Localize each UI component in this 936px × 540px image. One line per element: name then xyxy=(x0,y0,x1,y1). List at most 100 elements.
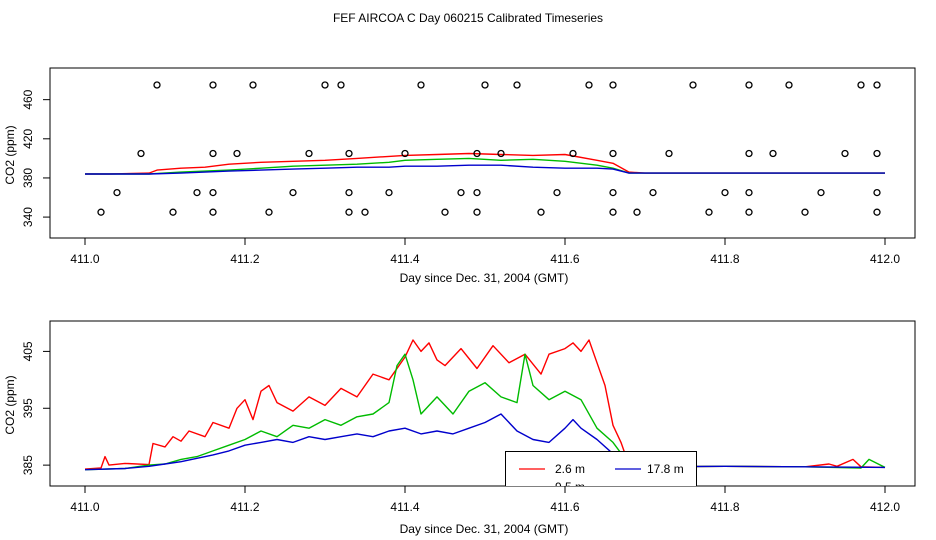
bottom-x-tick-label: 411.4 xyxy=(390,500,419,514)
calibration-marker xyxy=(569,149,577,158)
bottom-series-9.5m xyxy=(84,353,886,471)
bottom-series-2.6m xyxy=(84,339,886,470)
top-y-tick-label: 420 xyxy=(21,128,35,148)
calibration-marker xyxy=(113,188,121,197)
calibration-marker xyxy=(745,188,753,197)
calibration-marker xyxy=(417,81,425,89)
top-series-2.6m xyxy=(85,152,885,175)
bottom-y-axis-label: CO2 (ppm) xyxy=(3,375,17,434)
calibration-marker xyxy=(649,188,657,197)
calibration-marker xyxy=(345,188,353,197)
calibration-marker xyxy=(705,208,713,216)
calibration-marker xyxy=(337,81,345,89)
top-series xyxy=(85,152,885,175)
calibration-marker xyxy=(873,149,881,158)
calibration-marker xyxy=(209,81,217,89)
top-y-tick-label: 380 xyxy=(21,168,35,188)
bottom-panel: 411.0 411.2 411.4 411.6 411.8 412.0 385 395 405… xyxy=(3,320,916,536)
top-x-tick-label: 412.0 xyxy=(870,252,900,266)
top-x-tick-label: 411.0 xyxy=(70,252,99,266)
calibration-marker xyxy=(873,188,881,197)
legend: 2.6 m 17.8 m 9.5 m xyxy=(505,451,697,494)
calibration-marker xyxy=(841,149,849,158)
top-y-tick-labels: 340 380 420 460 xyxy=(21,89,35,227)
top-x-tick-label: 411.8 xyxy=(710,252,739,266)
calibration-marker xyxy=(497,149,505,158)
calibration-marker xyxy=(153,81,161,89)
top-series-9.5m xyxy=(85,157,885,175)
top-y-tick-label: 460 xyxy=(21,89,35,109)
bottom-x-tick-label: 411.8 xyxy=(710,500,739,514)
calibration-marker xyxy=(441,208,449,216)
calibration-marker xyxy=(801,208,809,216)
legend-label-17.8m: 17.8 m xyxy=(647,462,684,476)
calibration-marker xyxy=(785,81,793,89)
calibration-marker xyxy=(817,188,825,197)
bottom-plot-frame xyxy=(49,320,916,487)
calibration-marker xyxy=(513,81,521,89)
calibration-marker xyxy=(473,149,481,158)
calibration-marker xyxy=(721,188,729,197)
top-y-axis-label: CO2 (ppm) xyxy=(3,125,17,184)
bottom-x-tick-label: 411.2 xyxy=(230,500,259,514)
calibration-marker xyxy=(609,188,617,197)
calibration-marker xyxy=(385,188,393,197)
calibration-marker xyxy=(305,149,313,158)
top-x-tick-label: 411.2 xyxy=(230,252,259,266)
bottom-x-tick-label: 412.0 xyxy=(870,500,900,514)
calibration-marker xyxy=(137,149,145,158)
calibration-marker xyxy=(249,81,257,89)
calibration-marker xyxy=(609,149,617,158)
calibration-marker xyxy=(209,188,217,197)
bottom-tick-marks xyxy=(43,350,886,493)
calibration-marker xyxy=(169,208,177,216)
calibration-marker xyxy=(193,188,201,197)
calibration-marker xyxy=(233,149,241,158)
top-x-tick-label: 411.4 xyxy=(390,252,419,266)
calibration-marker xyxy=(609,208,617,216)
calibration-marker xyxy=(401,149,409,158)
calibration-marker xyxy=(665,149,673,158)
calibration-marker xyxy=(609,81,617,89)
top-x-tick-labels: 411.0 411.2 411.4 411.6 411.8 412.0 xyxy=(70,252,900,266)
calibration-marker xyxy=(745,208,753,216)
calibration-marker xyxy=(689,81,697,89)
calibration-marker xyxy=(745,149,753,158)
top-y-tick-label: 340 xyxy=(21,207,35,227)
calibration-marker xyxy=(857,81,865,89)
top-panel: 411.0 411.2 411.4 411.6 411.8 412.0 340 380 420… xyxy=(3,67,916,285)
calibration-marker xyxy=(345,208,353,216)
calibration-marker xyxy=(321,81,329,89)
calibration-marker xyxy=(345,149,353,158)
legend-box xyxy=(505,451,697,486)
bottom-y-tick-label: 385 xyxy=(21,455,35,475)
calibration-marker xyxy=(873,208,881,216)
calibration-marker xyxy=(265,208,273,216)
top-markers xyxy=(97,81,881,216)
legend-label-2.6m: 2.6 m xyxy=(555,462,585,476)
bottom-x-axis-label: Day since Dec. 31, 2004 (GMT) xyxy=(400,522,569,536)
calibration-marker xyxy=(745,81,753,89)
bottom-x-tick-label: 411.6 xyxy=(550,500,579,514)
top-tick-marks xyxy=(43,99,886,245)
calibration-marker xyxy=(209,149,217,158)
bottom-y-tick-label: 405 xyxy=(21,341,35,361)
calibration-marker xyxy=(97,208,105,216)
bottom-series xyxy=(84,339,886,471)
top-series-17.8m xyxy=(85,164,885,175)
calibration-marker xyxy=(473,208,481,216)
calibration-marker xyxy=(289,188,297,197)
calibration-marker xyxy=(457,188,465,197)
calibration-marker xyxy=(209,208,217,216)
bottom-x-tick-label: 411.0 xyxy=(70,500,99,514)
legend-label-9.5m: 9.5 m xyxy=(555,480,585,494)
bottom-series-17.8m xyxy=(84,413,886,471)
calibration-marker xyxy=(769,149,777,158)
calibration-marker xyxy=(537,208,545,216)
calibration-marker xyxy=(553,188,561,197)
bottom-y-tick-labels: 385 395 405 xyxy=(21,341,35,475)
calibration-marker xyxy=(481,81,489,89)
calibration-marker xyxy=(633,208,641,216)
bottom-x-tick-labels: 411.0 411.2 411.4 411.6 411.8 412.0 xyxy=(70,500,900,514)
